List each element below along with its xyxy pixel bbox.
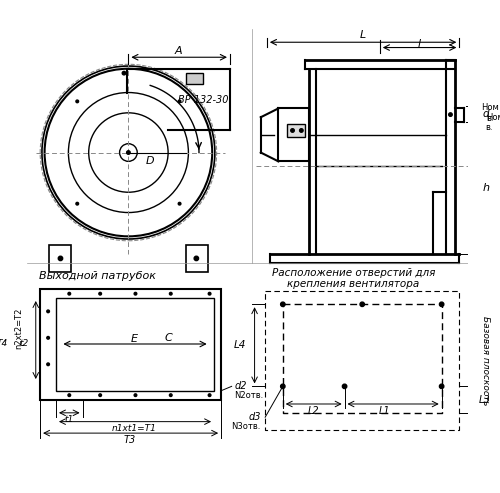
Circle shape (76, 202, 78, 205)
Text: d2: d2 (234, 382, 247, 391)
Circle shape (208, 394, 211, 396)
Circle shape (99, 292, 102, 295)
Circle shape (342, 384, 347, 388)
Bar (287, 124, 305, 137)
Text: N3отв.: N3отв. (232, 422, 261, 430)
Text: T3: T3 (124, 435, 136, 445)
Text: L4: L4 (234, 340, 246, 350)
Text: n1xt1=T1: n1xt1=T1 (112, 424, 157, 433)
Circle shape (300, 129, 303, 132)
Bar (56, 298, 214, 391)
Circle shape (280, 384, 285, 388)
Text: Ном
в.: Ном в. (486, 113, 500, 132)
Circle shape (178, 100, 181, 103)
Circle shape (291, 129, 294, 132)
Text: l: l (418, 39, 421, 49)
Circle shape (178, 202, 181, 205)
Text: Выходной патрубок: Выходной патрубок (39, 271, 156, 281)
Text: A: A (175, 46, 182, 56)
Text: T4: T4 (0, 340, 8, 349)
Circle shape (126, 151, 130, 154)
Circle shape (134, 394, 137, 396)
Circle shape (448, 113, 452, 116)
Circle shape (360, 302, 364, 307)
Text: L3: L3 (478, 394, 490, 405)
Circle shape (440, 384, 444, 388)
Circle shape (194, 256, 198, 261)
Circle shape (170, 394, 172, 396)
Bar (40, 289, 221, 400)
Circle shape (280, 302, 285, 307)
Circle shape (68, 394, 70, 396)
Circle shape (47, 310, 50, 313)
Text: h: h (482, 183, 489, 193)
Text: t1: t1 (64, 416, 74, 424)
Text: N2отв.: N2отв. (234, 390, 264, 400)
Text: крепления вентилятора: крепления вентилятора (288, 279, 420, 289)
Circle shape (47, 363, 50, 366)
Text: d3: d3 (248, 412, 261, 422)
Circle shape (122, 71, 126, 75)
Text: t2: t2 (20, 340, 28, 349)
Text: L2: L2 (308, 406, 320, 416)
Text: Расположение отверстий для: Расположение отверстий для (272, 268, 435, 279)
Text: L1: L1 (378, 406, 390, 416)
Circle shape (99, 394, 102, 396)
Text: n2xt2=T2: n2xt2=T2 (14, 308, 24, 349)
Bar (186, 73, 204, 84)
Bar (49, 245, 71, 272)
Text: Ном
в.: Ном в. (482, 103, 499, 123)
Text: E: E (131, 334, 138, 344)
Bar (186, 245, 208, 272)
Circle shape (47, 337, 50, 339)
Circle shape (76, 100, 78, 103)
Circle shape (68, 292, 70, 295)
Circle shape (170, 292, 172, 295)
Text: d: d (482, 109, 489, 119)
Circle shape (440, 302, 444, 307)
Text: D: D (146, 156, 155, 166)
Circle shape (134, 292, 137, 295)
Circle shape (208, 292, 211, 295)
Text: Базовая плоскость: Базовая плоскость (481, 316, 490, 405)
Text: ВР 132-30: ВР 132-30 (178, 95, 228, 105)
Text: L: L (360, 30, 366, 40)
Circle shape (58, 256, 62, 261)
Text: C: C (164, 333, 172, 343)
